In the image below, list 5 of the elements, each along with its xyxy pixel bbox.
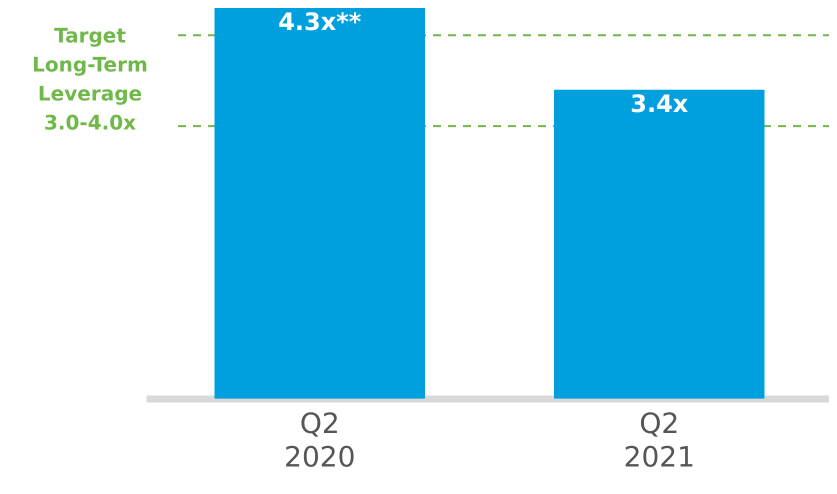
data-label: 4.3x** — [278, 8, 362, 36]
data-label: 3.4x — [630, 90, 689, 118]
x-tick-label: Q2 2021 — [624, 406, 695, 474]
text: Target Long-Term Leverage 3.0-4.0x — [32, 23, 148, 134]
x-tick-label: Q2 2020 — [284, 406, 356, 474]
